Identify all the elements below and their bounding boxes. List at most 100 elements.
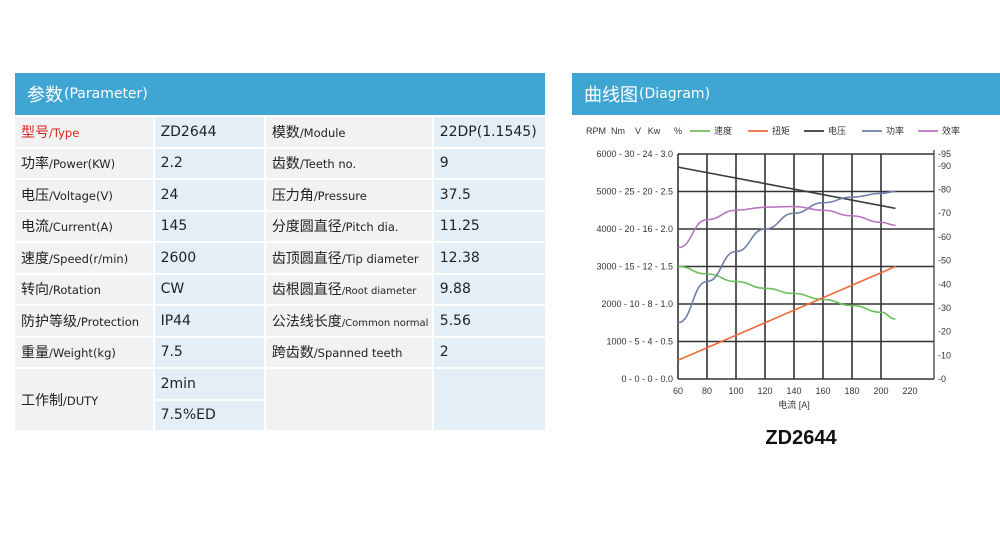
y2-tick-label: -30 — [938, 303, 951, 313]
chart-grid — [677, 150, 935, 380]
param-label: 模数/Module — [265, 117, 432, 147]
table-row: 重量/Weight(kg) 7.5 跨齿数/Spanned teeth 2 — [15, 337, 545, 367]
chart-legend: RPM Nm V Kw% 速度 扭矩 电压 功率 效率 — [586, 125, 960, 136]
param-label: 速度/Speed(r/min) — [15, 243, 153, 273]
table-row: 转向/Rotation CW 齿根圆直径/Root diameter 9.88 — [15, 274, 545, 304]
table-row: 7.5%ED — [15, 400, 545, 430]
y-tick-label: 4000 - 20 - 16 - 2.0 — [596, 224, 673, 234]
param-label: 重量/Weight(kg) — [15, 337, 153, 367]
x-tick-label: 200 — [873, 386, 888, 396]
param-label: 电流/Current(A) — [15, 211, 153, 241]
param-label: 电压/Voltage(V) — [15, 180, 153, 210]
param-value: 24 — [154, 180, 264, 210]
param-label: 压力角/Pressure — [265, 180, 432, 210]
legend-entry: 扭矩 — [772, 125, 790, 136]
x-tick-label: 60 — [673, 386, 683, 396]
param-label: 分度圆直径/Pitch dia. — [265, 211, 432, 241]
empty-cell — [265, 369, 432, 430]
axis-unit-label: % — [674, 126, 682, 136]
axis-unit-label: RPM — [586, 126, 606, 136]
y2-tick-label: -20 — [938, 327, 951, 337]
param-label: 公法线长度/Common normal — [265, 306, 432, 336]
param-label: 跨齿数/Spanned teeth — [265, 337, 432, 367]
param-label: 功率/Power(KW) — [15, 148, 153, 178]
chart-caption: ZD2644 — [765, 427, 837, 448]
param-label: 型号/Type — [15, 117, 153, 147]
parameter-title-en: (Parameter) — [64, 86, 148, 102]
param-value: 9 — [433, 148, 545, 178]
x-tick-label: 180 — [844, 386, 859, 396]
duty-value: 7.5%ED — [154, 400, 264, 430]
y-tick-label: 6000 - 30 - 24 - 3.0 — [596, 149, 673, 159]
param-value: 5.56 — [433, 306, 545, 336]
legend-entry: 速度 — [714, 125, 732, 136]
y2-tick-label: -0 — [938, 374, 946, 384]
y-tick-label: 5000 - 25 - 20 - 2.5 — [596, 187, 673, 197]
x-tick-label: 140 — [786, 386, 801, 396]
param-value: CW — [154, 274, 264, 304]
table-row: 电流/Current(A) 145 分度圆直径/Pitch dia. 11.25 — [15, 211, 545, 241]
param-value: 2600 — [154, 243, 264, 273]
diagram-header: 曲线图 (Diagram) — [572, 73, 1000, 115]
param-value: 22DP(1.1545) — [433, 117, 545, 147]
duty-label: 工作制/DUTY — [15, 369, 153, 430]
y2-tick-label: -10 — [938, 350, 951, 360]
param-label: 防护等级/Protection — [15, 306, 153, 336]
parameter-header: 参数 (Parameter) — [15, 73, 545, 115]
param-value: 7.5 — [154, 337, 264, 367]
x-tick-label: 100 — [728, 386, 743, 396]
performance-chart: 6000 - 30 - 24 - 3.0 5000 - 25 - 20 - 2.5… — [586, 125, 960, 448]
axis-unit-label: Nm — [611, 126, 625, 136]
chart-axes: 6000 - 30 - 24 - 3.0 5000 - 25 - 20 - 2.5… — [596, 149, 951, 410]
parameter-table: 型号/Type ZD2644 模数/Module 22DP(1.1545) 功率/Pow… — [13, 115, 547, 432]
table-row: 速度/Speed(r/min) 2600 齿顶圆直径/Tip diameter 12.… — [15, 243, 545, 273]
diagram-title-en: (Diagram) — [639, 86, 711, 102]
series-line-3 — [677, 190, 896, 324]
y2-tick-label: -70 — [938, 208, 951, 218]
series-line-2 — [677, 166, 896, 210]
axis-unit-label: Kw — [648, 126, 661, 136]
param-value: 37.5 — [433, 180, 545, 210]
empty-cell — [433, 369, 545, 430]
param-value: 12.38 — [433, 243, 545, 273]
x-tick-label: 120 — [757, 386, 772, 396]
x-tick-label: 80 — [702, 386, 712, 396]
series-line-1 — [677, 265, 896, 361]
y2-tick-label: -90 — [938, 161, 951, 171]
y-tick-label: 1000 - 5 - 4 - 0.5 — [606, 337, 673, 347]
y-tick-label: 3000 - 15 - 12 - 1.5 — [596, 262, 673, 272]
table-row: 型号/Type ZD2644 模数/Module 22DP(1.1545) — [15, 117, 545, 147]
param-value: 2 — [433, 337, 545, 367]
table-row: 防护等级/Protection IP44 公法线长度/Common normal 5.… — [15, 306, 545, 336]
table-row: 功率/Power(KW) 2.2 齿数/Teeth no. 9 — [15, 148, 545, 178]
x-tick-label: 220 — [902, 386, 917, 396]
parameter-title: 参数 — [27, 85, 63, 106]
legend-entry: 功率 — [886, 125, 904, 136]
y-tick-label: 0 - 0 - 0 - 0.0 — [621, 374, 673, 384]
param-value: 145 — [154, 211, 264, 241]
param-label: 齿根圆直径/Root diameter — [265, 274, 432, 304]
diagram-title: 曲线图 — [584, 85, 638, 106]
y2-tick-label: -80 — [938, 185, 951, 195]
param-value: 9.88 — [433, 274, 545, 304]
series-line-4 — [677, 205, 896, 249]
x-axis-label: 电流 [A] — [778, 399, 810, 410]
duty-value: 2min — [154, 369, 264, 399]
param-label: 齿数/Teeth no. — [265, 148, 432, 178]
param-label: 齿顶圆直径/Tip diameter — [265, 243, 432, 273]
param-value: 11.25 — [433, 211, 545, 241]
y2-tick-label: -60 — [938, 232, 951, 242]
chart-series — [677, 166, 896, 361]
y2-tick-label: -40 — [938, 279, 951, 289]
y-tick-label: 2000 - 10 - 8 - 1.0 — [601, 299, 673, 309]
x-tick-label: 160 — [815, 386, 830, 396]
diagram-panel: 曲线图 (Diagram) — [572, 73, 1000, 115]
param-value: ZD2644 — [154, 117, 264, 147]
legend-entry: 电压 — [828, 125, 846, 136]
table-row: 工作制/DUTY 2min — [15, 369, 545, 430]
parameter-panel: 参数 (Parameter) 型号/Type ZD2644 模数/Module 22DP… — [15, 73, 545, 432]
table-row: 电压/Voltage(V) 24 压力角/Pressure 37.5 — [15, 180, 545, 210]
y2-tick-label: -50 — [938, 256, 951, 266]
legend-entry: 效率 — [942, 125, 960, 136]
series-line-0 — [677, 265, 896, 320]
